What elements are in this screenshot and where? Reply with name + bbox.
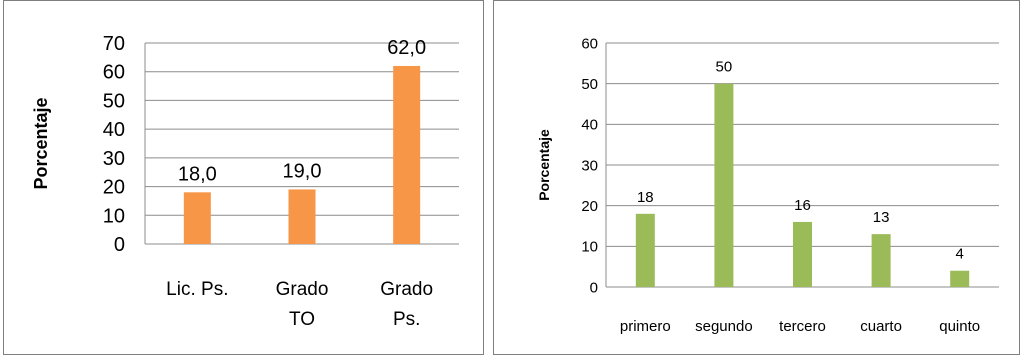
chart-1-y-axis-label: Porcentaje: [31, 97, 51, 189]
chart-2-x-tick-label-line: quinto: [939, 318, 980, 335]
chart-1-x-tick-label: Grado TO: [276, 279, 329, 330]
chart-2-data-label: 13: [873, 209, 890, 226]
chart-2-y-tick-label: 60: [581, 35, 598, 52]
chart-2-y-tick-label: 20: [581, 198, 598, 215]
chart-1-data-label: 62,0: [387, 37, 426, 59]
chart-1-y-tick-label: 0: [114, 234, 125, 256]
chart-2-x-tick-label-line: cuarto: [860, 318, 902, 335]
chart-2-data-label: 16: [794, 197, 811, 214]
chart-1-x-tick-label-line: Ps.: [393, 309, 420, 330]
chart-1-y-tick-label: 10: [103, 205, 125, 227]
chart-2-y-axis-label: Porcentaje: [536, 129, 552, 201]
chart-2-data-label: 4: [956, 246, 964, 263]
chart-2-y-tick-label: 0: [590, 279, 598, 296]
chart-2-y-tick-label: 40: [581, 117, 598, 134]
chart-1-y-tick-label: 60: [103, 62, 125, 84]
chart-2-x-tick-label-line: segundo: [695, 318, 753, 335]
chart-panel-1: 0 10 20 30 40 50 60 70 Porcentaje 18,0 Lic. Ps. 19,…: [3, 0, 484, 355]
chart-2-bar: [635, 213, 655, 287]
chart-2-bar: [714, 83, 734, 288]
chart-1-x-tick-label: Grado Ps.: [380, 279, 433, 330]
chart-1-bar: [288, 189, 316, 244]
chart-2-x-tick-label: cuarto: [860, 318, 902, 335]
chart-2-x-tick-label: segundo: [695, 318, 753, 335]
chart-2-data-label: 50: [716, 59, 733, 76]
chart-1-x-tick-label-line: TO: [289, 309, 315, 330]
chart-panel-2: 0 10 20 30 40 50 60 Porcentaje 18 primero 50 segund…: [493, 0, 1020, 355]
chart-2-svg: 0 10 20 30 40 50 60 Porcentaje 18 primero 50 segund…: [536, 35, 999, 335]
chart-1-y-tick-label: 40: [103, 119, 125, 141]
chart-1-x-tick-label-line: Grado: [276, 279, 329, 300]
chart-2-x-tick-label-line: tercero: [779, 318, 826, 335]
chart-1-data-label: 19,0: [283, 160, 322, 182]
chart-1-x-tick-label-line: Grado: [380, 279, 433, 300]
chart-2-y-tick-label: 30: [581, 157, 598, 174]
chart-2-x-tick-label: tercero: [779, 318, 826, 335]
chart-1-y-tick-label: 50: [103, 90, 125, 112]
chart-1-bar: [183, 192, 211, 244]
chart-2-x-tick-label: quinto: [939, 318, 980, 335]
chart-1-x-tick-label: Lic. Ps.: [166, 279, 228, 300]
chart-2-bar: [793, 221, 812, 287]
chart-1-y-tick-label: 20: [103, 177, 125, 199]
chart-2-bar: [871, 234, 891, 287]
chart-2-x-tick-label-line: primero: [620, 318, 671, 335]
chart-1-data-label: 18,0: [178, 163, 217, 185]
chart-1-y-tick-label: 70: [103, 33, 125, 55]
chart-1-y-tick-label: 30: [103, 148, 125, 170]
chart-1-svg: 0 10 20 30 40 50 60 70 Porcentaje 18,0 Lic. Ps. 19,…: [31, 33, 459, 330]
chart-1-bar: [393, 65, 421, 244]
chart-2-x-tick-label: primero: [620, 318, 671, 335]
chart-2-bar: [950, 270, 970, 287]
chart-2-y-tick-label: 50: [581, 76, 598, 93]
chart-2-data-label: 18: [637, 189, 654, 206]
chart-1-x-tick-label-line: Lic. Ps.: [166, 279, 228, 300]
chart-2-y-tick-label: 10: [581, 239, 598, 256]
